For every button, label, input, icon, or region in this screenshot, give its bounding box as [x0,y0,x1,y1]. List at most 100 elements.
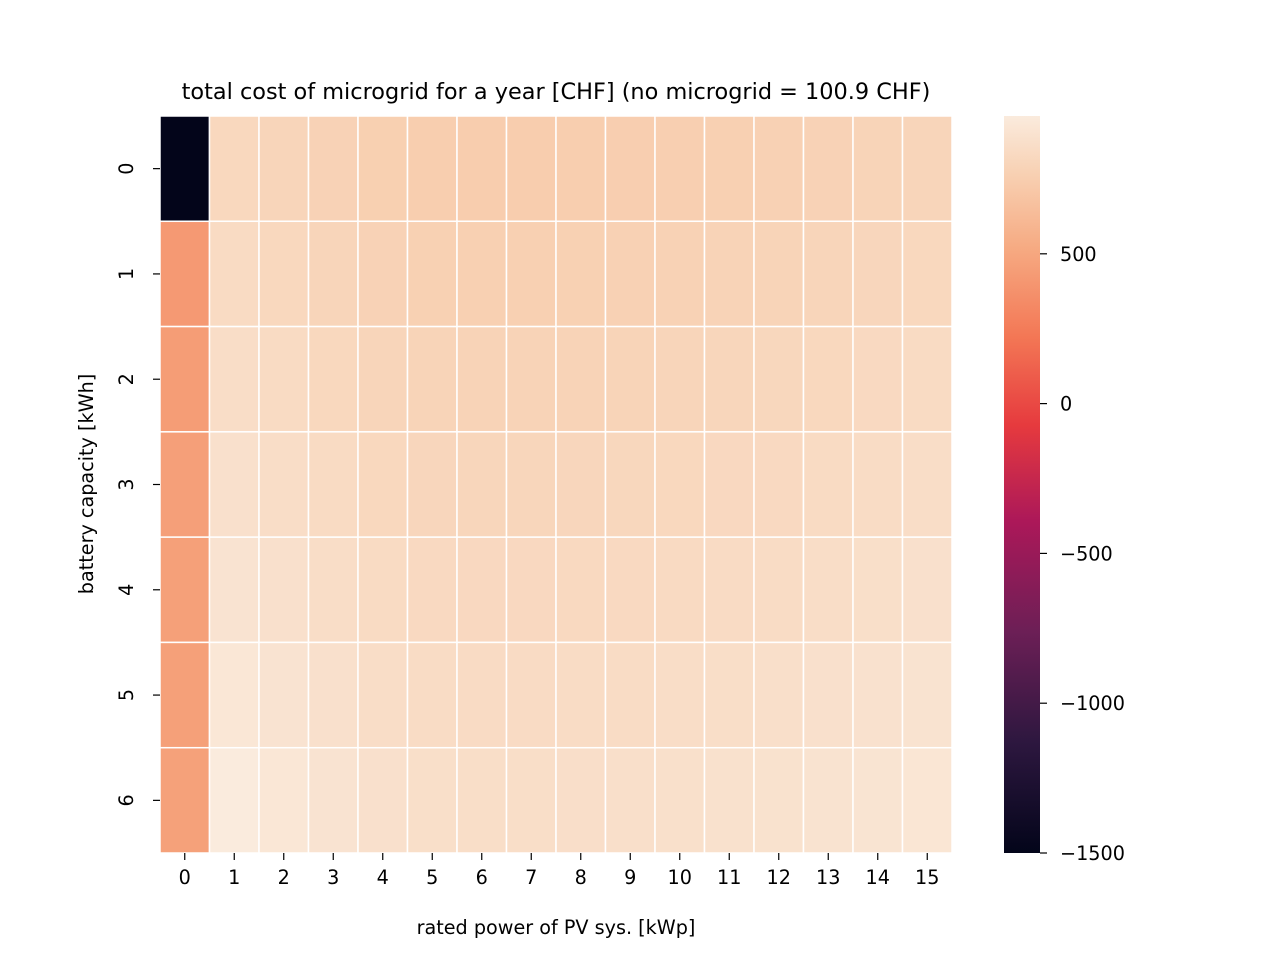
x-tick-label: 7 [525,866,537,889]
heatmap-cell [406,641,458,749]
heatmap-cells [159,115,953,854]
heatmap-cell [357,220,409,328]
heatmap-cell [456,325,508,433]
y-tick-label: 2 [115,373,138,385]
heatmap-cell [802,536,854,644]
heatmap-cell [654,536,706,644]
heatmap-cell [258,641,310,749]
heatmap-cell [753,641,805,749]
heatmap-cell [159,431,211,538]
heatmap-cell [307,431,359,538]
heatmap-cell [555,746,607,854]
heatmap-cell [208,536,260,644]
y-tick-label: 1 [115,268,138,280]
heatmap-cell [555,115,607,223]
heatmap-cell [901,431,953,538]
x-tick-label: 8 [575,866,587,889]
heatmap-cell [654,115,706,223]
heatmap-cell [505,641,557,749]
heatmap-cell [901,325,953,433]
heatmap-cell [753,431,805,538]
heatmap-cell [852,220,904,328]
heatmap-cell [258,325,310,433]
heatmap-cell [258,536,310,644]
heatmap-cell [406,431,458,538]
y-tick-label: 5 [115,689,138,701]
heatmap-cell [258,220,310,328]
heatmap-cell [357,641,409,749]
heatmap-cell [604,325,656,433]
heatmap-cell [357,431,409,538]
heatmap-cell [456,115,508,223]
x-tick-label: 14 [866,866,890,889]
heatmap-cell [159,641,211,749]
heatmap-cell [753,536,805,644]
heatmap-cell [406,220,458,328]
heatmap-cell [406,115,458,223]
heatmap-cell [357,115,409,223]
x-tick-label: 4 [377,866,389,889]
heatmap-cell [703,746,755,854]
x-tick-label: 13 [816,866,840,889]
heatmap-cell [703,641,755,749]
heatmap-cell [852,115,904,223]
heatmap-cell [505,220,557,328]
heatmap-cell [208,220,260,328]
heatmap-cell [802,641,854,749]
heatmap-cell [159,746,211,854]
heatmap-cell [654,325,706,433]
heatmap-cell [406,746,458,854]
heatmap-cell [802,220,854,328]
heatmap-cell [703,431,755,538]
heatmap-cell [852,325,904,433]
heatmap-cell [159,115,211,223]
heatmap-cell [505,536,557,644]
heatmap-cell [159,325,211,433]
heatmap-cell [208,115,260,223]
heatmap-cell [604,641,656,749]
x-tick-label: 1 [228,866,240,889]
heatmap-cell [307,641,359,749]
heatmap-cell [654,641,706,749]
heatmap-cell [307,325,359,433]
heatmap-cell [802,431,854,538]
y-tick-label: 0 [115,163,138,175]
heatmap-cell [258,746,310,854]
heatmap-cell [505,431,557,538]
colorbar [1004,116,1040,853]
x-tick-label: 2 [278,866,290,889]
x-tick-label: 6 [476,866,488,889]
colorbar-tick-label: −1000 [1060,692,1125,715]
y-tick-label: 3 [115,478,138,490]
heatmap-cell [456,431,508,538]
heatmap-cell [802,115,854,223]
heatmap-cell [604,115,656,223]
heatmap-cell [307,220,359,328]
x-tick-label: 0 [179,866,191,889]
x-tick-label: 3 [327,866,339,889]
heatmap-cell [456,220,508,328]
heatmap-cell [456,746,508,854]
chart-title: total cost of microgrid for a year [CHF]… [182,79,931,105]
heatmap-cell [406,325,458,433]
heatmap-cell [753,746,805,854]
heatmap-cell [604,220,656,328]
y-tick-label: 6 [115,794,138,806]
heatmap-cell [901,641,953,749]
heatmap-cell [357,536,409,644]
heatmap-cell [555,536,607,644]
heatmap-cell [901,115,953,223]
heatmap-cell [159,536,211,644]
x-tick-label: 12 [767,866,791,889]
heatmap-cell [307,746,359,854]
heatmap-cell [406,536,458,644]
heatmap-cell [456,641,508,749]
heatmap-cell [852,746,904,854]
heatmap-cell [159,220,211,328]
heatmap-cell [258,431,310,538]
heatmap-cell [703,325,755,433]
heatmap-cell [555,641,607,749]
heatmap-cell [505,115,557,223]
x-tick-label: 11 [717,866,741,889]
